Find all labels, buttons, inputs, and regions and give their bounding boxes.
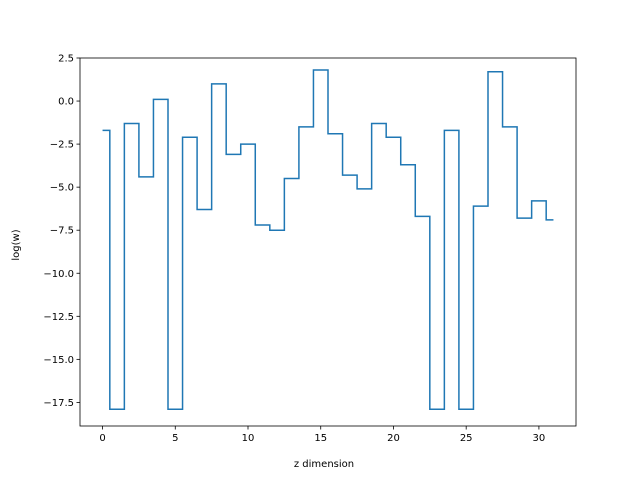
x-tick-label: 10 [242, 433, 255, 444]
y-tick-label: −15.0 [43, 355, 74, 366]
axes-frame [79, 57, 577, 427]
y-tick-label: −2.5 [50, 140, 74, 151]
y-tick-label: −7.5 [50, 226, 74, 237]
series-line-0 [102, 69, 554, 411]
y-tick-label: −17.5 [43, 398, 74, 409]
x-tick-label: 25 [460, 433, 473, 444]
y-tick-label: 2.5 [58, 54, 74, 65]
x-tick-label: 15 [314, 433, 327, 444]
y-tick-label: −5.0 [50, 183, 74, 194]
x-tick-label: 30 [533, 433, 546, 444]
y-axis-ticks: 2.5 0.0 −2.5 −5.0 −7.5 −10.0 −12.5 −15.0 −17.5 [43, 54, 80, 409]
x-tick-label: 20 [387, 433, 400, 444]
x-tick-label: 5 [172, 433, 178, 444]
x-axis-ticks: 0 5 10 15 20 25 30 [99, 426, 545, 444]
y-tick-label: 0.0 [58, 97, 74, 108]
plot-area [79, 57, 577, 427]
y-tick-label: −10.0 [43, 269, 74, 280]
x-tick-label: 0 [99, 433, 105, 444]
y-tick-label: −12.5 [43, 312, 74, 323]
y-axis-label: log(w) [11, 229, 22, 260]
x-axis-label: z dimension [294, 459, 354, 470]
